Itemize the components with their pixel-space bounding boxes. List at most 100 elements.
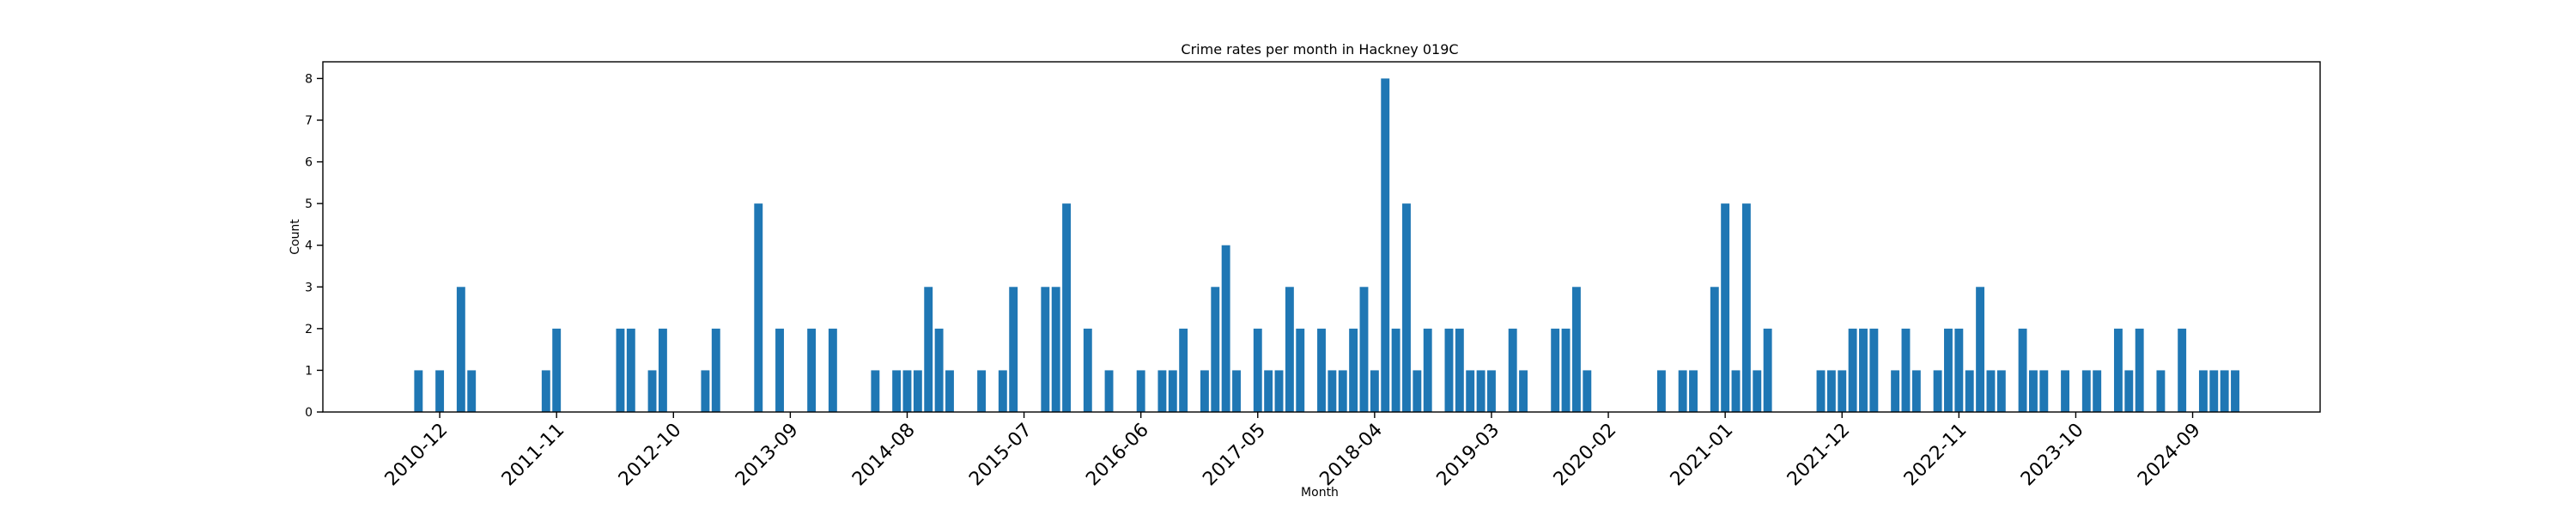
bar-2024-03: [2124, 370, 2134, 412]
x-axis-label: Month: [1301, 486, 1339, 500]
y-axis: 0 1 2 3 4 5 6 7 8: [305, 72, 323, 420]
bar-2017-09: [1296, 328, 1305, 412]
x-tick-label: 2018-04: [1315, 420, 1387, 491]
y-tick-label: 8: [305, 72, 313, 86]
bar-2013-01: [701, 370, 710, 412]
bar-2018-04: [1370, 370, 1379, 412]
x-tick-label: 2014-08: [848, 420, 920, 491]
bar-2024-12: [2220, 370, 2229, 412]
bar-2017-07: [1274, 370, 1284, 412]
bar-2012-05: [616, 328, 625, 412]
bar-2018-05: [1381, 78, 1390, 413]
bar-2016-12: [1200, 370, 1209, 412]
bar-2022-07: [1911, 370, 1921, 412]
bar-2014-12: [945, 370, 954, 412]
bar-2020-09: [1678, 370, 1687, 412]
bar-2021-02: [1731, 370, 1741, 412]
bar-2023-03: [1996, 370, 2006, 412]
bar-2019-03: [1487, 370, 1496, 412]
chart-title: Crime rates per month in Hackney 019C: [1181, 41, 1458, 58]
bar-2020-12: [1710, 287, 1719, 412]
bar-2020-10: [1689, 370, 1698, 412]
bar-2019-02: [1476, 370, 1485, 412]
bar-2021-10: [1816, 370, 1826, 412]
bar-2020-07: [1656, 370, 1666, 412]
x-tick-label: 2012-10: [615, 420, 686, 491]
bar-2014-07: [892, 370, 902, 412]
bar-2018-01: [1338, 370, 1347, 412]
bar-2018-09: [1423, 328, 1432, 412]
y-tick-label: 6: [305, 156, 313, 170]
bar-2021-03: [1741, 203, 1751, 412]
bar-2024-08: [2178, 328, 2187, 412]
bar-2022-10: [1944, 328, 1953, 412]
bar-2019-06: [1519, 370, 1528, 412]
bar-2011-03: [467, 370, 477, 412]
y-tick-label: 5: [305, 197, 313, 211]
bar-2019-01: [1466, 370, 1475, 412]
bar-2012-08: [647, 370, 657, 412]
bar-2023-01: [1976, 287, 1985, 412]
x-tick-label: 2024-09: [2134, 420, 2205, 491]
bar-2018-06: [1391, 328, 1400, 412]
bar-2015-05: [998, 370, 1007, 412]
y-tick-label: 4: [305, 239, 313, 253]
bar-2017-01: [1211, 287, 1220, 412]
bar-2024-10: [2198, 370, 2208, 412]
bar-2021-12: [1838, 370, 1847, 412]
bar-2021-04: [1753, 370, 1762, 412]
x-tick-label: 2021-01: [1667, 420, 1738, 491]
bar-2017-03: [1232, 370, 1241, 412]
bar-2023-05: [2018, 328, 2027, 412]
bar-2023-02: [1986, 370, 1996, 412]
bar-2022-01: [1848, 328, 1857, 412]
bar-2019-10: [1561, 328, 1571, 412]
bar-2018-08: [1413, 370, 1422, 412]
bar-2014-08: [902, 370, 912, 412]
x-tick-label: 2013-09: [732, 420, 803, 491]
bar-2025-01: [2231, 370, 2239, 412]
bar-2022-02: [1859, 328, 1868, 412]
bar-2022-06: [1901, 328, 1911, 412]
bar-2019-11: [1571, 287, 1581, 412]
x-tick-label: 2019-03: [1433, 420, 1504, 491]
bar-2018-11: [1444, 328, 1454, 412]
bar-2018-02: [1349, 328, 1358, 412]
bar-2011-11: [552, 328, 562, 412]
bar-2017-11: [1317, 328, 1326, 412]
bar-2015-10: [1051, 287, 1060, 412]
x-tick-label: 2022-11: [1900, 420, 1971, 491]
bar-2015-03: [977, 370, 987, 412]
bar-2023-09: [2061, 370, 2070, 412]
x-tick-label: 2017-05: [1199, 420, 1270, 491]
bar-2023-06: [2029, 370, 2038, 412]
x-tick-label: 2015-07: [965, 420, 1036, 491]
bar-2022-05: [1891, 370, 1900, 412]
bar-2016-06: [1136, 370, 1145, 412]
bar-2017-12: [1327, 370, 1337, 412]
bar-2019-09: [1551, 328, 1560, 412]
bar-2022-03: [1869, 328, 1879, 412]
bar-2016-10: [1179, 328, 1188, 412]
bar-2016-01: [1083, 328, 1092, 412]
bars-group: [414, 78, 2239, 413]
x-tick-label: 2023-10: [2017, 420, 2088, 491]
bar-2022-11: [1954, 328, 1964, 412]
bar-2022-09: [1933, 370, 1942, 412]
y-tick-label: 1: [305, 364, 313, 378]
bar-2016-08: [1157, 370, 1167, 412]
bar-2015-06: [1009, 287, 1018, 412]
bar-2015-11: [1062, 203, 1072, 412]
bar-2021-05: [1763, 328, 1772, 412]
bar-2024-11: [2209, 370, 2219, 412]
y-tick-label: 3: [305, 281, 313, 294]
bar-2014-10: [924, 287, 933, 412]
bar-2013-02: [711, 328, 720, 412]
bar-2024-04: [2135, 328, 2144, 412]
bar-2011-10: [541, 370, 550, 412]
x-tick-label: 2016-06: [1082, 420, 1153, 491]
y-tick-label: 0: [305, 406, 313, 420]
bar-2013-06: [754, 203, 763, 412]
x-tick-label: 2021-12: [1783, 420, 1855, 491]
